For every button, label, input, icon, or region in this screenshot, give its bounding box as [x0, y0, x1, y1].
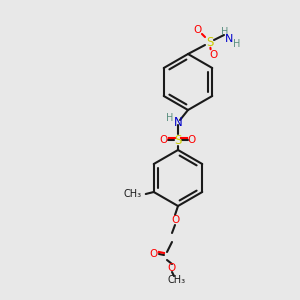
Text: O: O [171, 215, 179, 225]
Text: S: S [206, 35, 214, 49]
Text: O: O [168, 263, 176, 273]
Text: N: N [174, 116, 182, 130]
Text: O: O [160, 135, 168, 145]
Text: H: H [233, 39, 241, 49]
Text: O: O [149, 249, 157, 259]
Text: O: O [188, 135, 196, 145]
Text: O: O [193, 25, 201, 35]
Text: CH₃: CH₃ [168, 275, 186, 285]
Text: O: O [209, 50, 217, 60]
Text: H: H [166, 113, 174, 123]
Text: S: S [174, 134, 182, 146]
Text: CH₃: CH₃ [124, 189, 142, 199]
Text: H: H [221, 27, 229, 37]
Text: N: N [225, 34, 233, 44]
